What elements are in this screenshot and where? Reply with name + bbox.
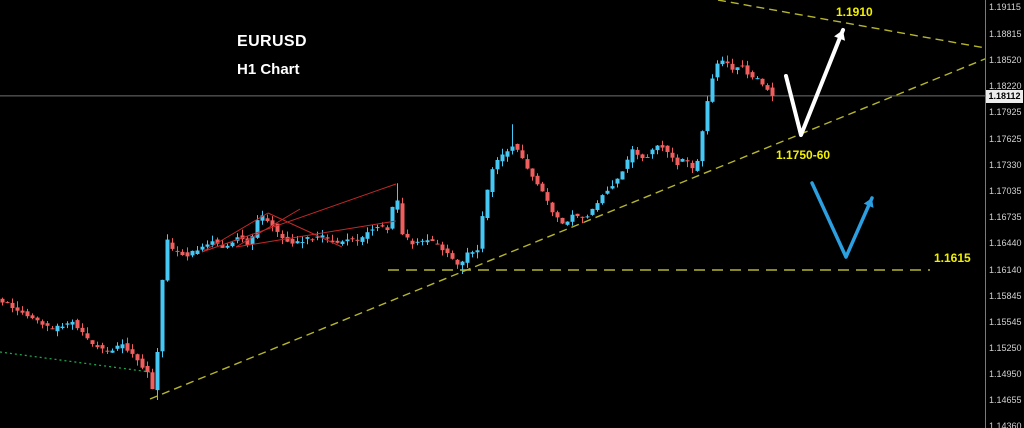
price-axis-label: 1.16440 — [989, 238, 1022, 248]
white-projection-arrow[interactable] — [784, 28, 845, 137]
target-price-label: 1.1910 — [836, 5, 873, 19]
price-axis-label: 1.18520 — [989, 55, 1022, 65]
price-axis-label: 1.17330 — [989, 160, 1022, 170]
pattern-lines[interactable] — [201, 183, 397, 253]
price-axis-label: 1.18220 — [989, 81, 1022, 91]
price-axis-label: 1.16735 — [989, 212, 1022, 222]
current-price-tag: 1.18112 — [986, 90, 1023, 103]
price-axis-label: 1.15845 — [989, 291, 1022, 301]
timeframe-label: H1 Chart — [237, 61, 300, 78]
white-projection-arrow-head — [834, 30, 845, 41]
candlestick-series — [0, 55, 775, 400]
price-axis-label: 1.19115 — [989, 2, 1021, 12]
price-axis-label: 1.18815 — [989, 29, 1022, 39]
price-axis-label: 1.17035 — [989, 186, 1022, 196]
symbol-label: EURUSD — [237, 33, 307, 50]
price-axis-label: 1.14655 — [989, 395, 1022, 405]
blue-projection-arrow-head — [863, 198, 874, 208]
ascending-support-trendline[interactable] — [149, 51, 1003, 400]
support-price-label: 1.1615 — [934, 251, 971, 265]
price-axis-label: 1.17625 — [989, 134, 1022, 144]
price-axis-label: 1.15250 — [989, 343, 1022, 353]
green-dotted-trendline[interactable] — [0, 351, 151, 373]
chart-title: EURUSD H1 Chart — [237, 33, 307, 78]
descending-resistance-trendline[interactable] — [717, 0, 1003, 52]
price-axis-label: 1.14360 — [989, 421, 1022, 428]
price-axis-label: 1.14950 — [989, 369, 1022, 379]
price-axis[interactable]: 1.19115 1.18815 1.18520 1.18220 1.17925 1.176… — [985, 0, 1024, 428]
price-axis-label: 1.15545 — [989, 317, 1022, 327]
price-axis-label: 1.16140 — [989, 265, 1022, 275]
retest-zone-label: 1.1750-60 — [776, 148, 831, 162]
price-axis-label: 1.17925 — [989, 107, 1022, 117]
blue-projection-arrow[interactable] — [810, 181, 874, 259]
